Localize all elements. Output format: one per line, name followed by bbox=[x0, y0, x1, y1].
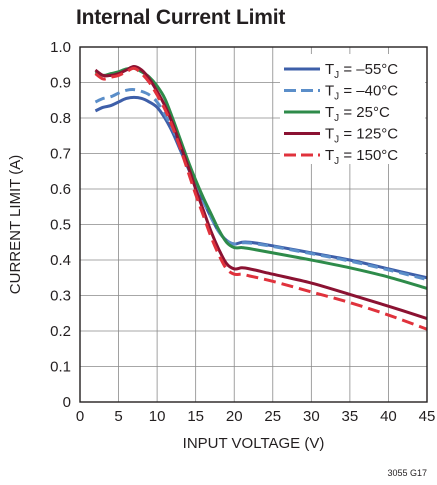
x-tick-label: 40 bbox=[380, 408, 397, 425]
y-tick-label: 0.3 bbox=[50, 288, 71, 305]
legend-label-main: T bbox=[325, 147, 334, 164]
x-tick-label: 20 bbox=[226, 408, 243, 425]
y-tick-label: 0.5 bbox=[50, 217, 71, 234]
legend-label-rest: = 150°C bbox=[339, 147, 398, 164]
y-tick-label: 0.7 bbox=[50, 146, 71, 163]
y-axis-label: CURRENT LIMIT (A) bbox=[7, 155, 24, 294]
legend-label-rest: = 125°C bbox=[339, 126, 398, 143]
legend-label-sub: J bbox=[334, 156, 339, 167]
chart-title: Internal Current Limit bbox=[76, 6, 286, 29]
legend-label-sub: J bbox=[334, 92, 339, 103]
x-tick-label: 35 bbox=[342, 408, 359, 425]
plot-border bbox=[79, 46, 428, 403]
x-axis-label: INPUT VOLTAGE (V) bbox=[183, 435, 325, 452]
y-tick-label: 0.4 bbox=[50, 252, 71, 269]
series-line-4 bbox=[94, 66, 428, 331]
x-tick-label: 10 bbox=[149, 408, 166, 425]
legend-label-main: T bbox=[325, 61, 334, 78]
series-layer bbox=[94, 65, 428, 331]
x-tick-label: 25 bbox=[264, 408, 281, 425]
x-tick-label: 15 bbox=[187, 408, 204, 425]
y-tick-label: 0 bbox=[63, 394, 71, 411]
y-tick-label: 0.8 bbox=[50, 110, 71, 127]
legend-label-rest: = –40°C bbox=[339, 83, 398, 100]
y-tick-label: 1.0 bbox=[50, 39, 71, 56]
figure-id: 3055 G17 bbox=[387, 468, 427, 478]
legend-label-rest: = –55°C bbox=[339, 61, 398, 78]
legend-label-main: T bbox=[325, 104, 334, 121]
x-tick-label: 5 bbox=[114, 408, 122, 425]
legend-background bbox=[280, 54, 425, 164]
legend-label-sub: J bbox=[334, 70, 339, 81]
legend-label-2: TJ = 25°C bbox=[325, 104, 390, 124]
legend-label-main: T bbox=[325, 83, 334, 100]
tick-labels: 0 5 10 15 20 25 30 35 40 45 0 0.1 0.2 0.3 0.4 0.5 0.6 0.7… bbox=[50, 39, 435, 425]
y-tick-label: 0.2 bbox=[50, 323, 71, 340]
legend-label-0: TJ = –55°C bbox=[325, 61, 398, 81]
legend-label-main: T bbox=[325, 126, 334, 143]
series-line-3 bbox=[94, 65, 428, 320]
legend: TJ = –55°CTJ = –40°CTJ = 25°CTJ = 125°CT… bbox=[284, 61, 398, 167]
legend-label-1: TJ = –40°C bbox=[325, 83, 398, 103]
legend-label-sub: J bbox=[334, 135, 339, 146]
legend-label-3: TJ = 125°C bbox=[325, 126, 398, 146]
y-tick-label: 0.1 bbox=[50, 359, 71, 376]
legend-label-rest: = 25°C bbox=[339, 104, 390, 121]
x-tick-label: 30 bbox=[303, 408, 320, 425]
x-tick-label: 0 bbox=[76, 408, 84, 425]
x-tick-label: 45 bbox=[419, 408, 436, 425]
legend-label-sub: J bbox=[334, 113, 339, 124]
y-tick-label: 0.6 bbox=[50, 181, 71, 198]
legend-label-4: TJ = 150°C bbox=[325, 147, 398, 167]
y-tick-label: 0.9 bbox=[50, 75, 71, 92]
plot-frame bbox=[79, 46, 428, 403]
